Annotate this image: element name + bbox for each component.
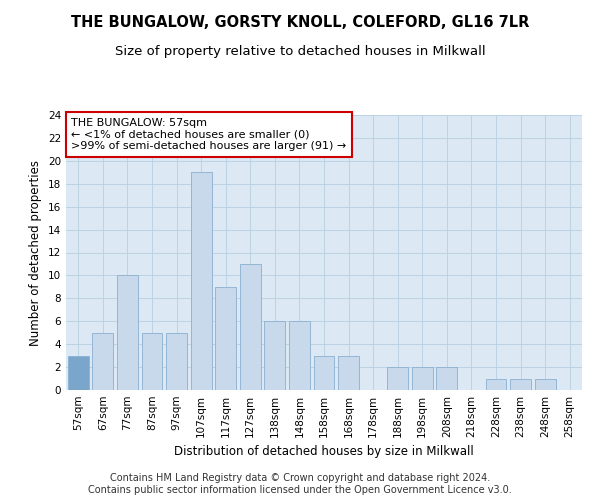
Bar	[436, 367, 457, 390]
Bar	[142, 332, 163, 390]
Bar	[314, 356, 334, 390]
Bar	[265, 322, 286, 390]
Bar	[215, 287, 236, 390]
Bar	[92, 332, 113, 390]
Bar	[289, 322, 310, 390]
Bar	[68, 356, 89, 390]
Bar	[240, 264, 261, 390]
Text: Size of property relative to detached houses in Milkwall: Size of property relative to detached ho…	[115, 45, 485, 58]
Bar	[338, 356, 359, 390]
Bar	[387, 367, 408, 390]
Text: THE BUNGALOW, GORSTY KNOLL, COLEFORD, GL16 7LR: THE BUNGALOW, GORSTY KNOLL, COLEFORD, GL…	[71, 15, 529, 30]
Bar	[485, 378, 506, 390]
Bar	[535, 378, 556, 390]
Bar	[412, 367, 433, 390]
Bar	[191, 172, 212, 390]
Bar	[166, 332, 187, 390]
X-axis label: Distribution of detached houses by size in Milkwall: Distribution of detached houses by size …	[174, 446, 474, 458]
Text: THE BUNGALOW: 57sqm
← <1% of detached houses are smaller (0)
>99% of semi-detach: THE BUNGALOW: 57sqm ← <1% of detached ho…	[71, 118, 346, 151]
Bar	[510, 378, 531, 390]
Bar	[117, 276, 138, 390]
Y-axis label: Number of detached properties: Number of detached properties	[29, 160, 43, 346]
Text: Contains HM Land Registry data © Crown copyright and database right 2024.
Contai: Contains HM Land Registry data © Crown c…	[88, 474, 512, 495]
